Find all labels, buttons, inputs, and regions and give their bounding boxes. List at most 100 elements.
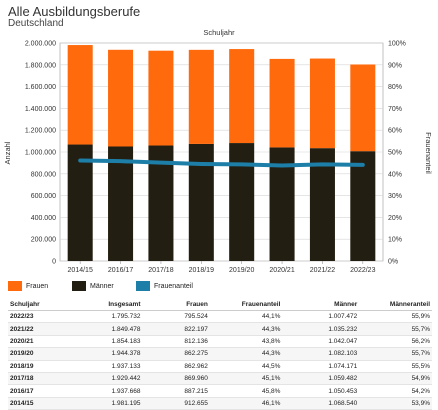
table-cell: 44,5% (209, 360, 283, 373)
y2-tick-label: 50% (388, 150, 402, 157)
table-cell: 887.215 (142, 384, 210, 398)
y2-tick-label: 100% (388, 41, 406, 48)
table-cell: 1.929.442 (74, 372, 143, 386)
table-row: 2019/20 1.944.378 862.275 44,3% 1.082.10… (8, 347, 432, 361)
y2-axis-label: Frauenanteil (424, 132, 433, 174)
table-cell: 1.944.378 (74, 347, 143, 361)
bar-frauen (148, 50, 174, 146)
table-cell: 1.035.232 (282, 322, 360, 336)
y-tick-label: 0 (52, 259, 56, 266)
axes: 0 200.000 400.000 600.000 800.000 1.000.000 1.… (25, 41, 406, 275)
table-row: 2016/17 1.937.668 887.215 45,8% 1.050.45… (8, 384, 432, 398)
y-tick-label: 200.000 (31, 237, 56, 244)
table-row: 2020/21 1.854.183 812.136 43,8% 1.042.04… (8, 335, 432, 349)
table-cell: 862.962 (142, 360, 210, 373)
y-tick-label: 1.600.000 (25, 84, 56, 91)
y-tick-label: 400.000 (31, 215, 56, 222)
table-cell: 55,7% (359, 347, 432, 361)
bar-maenner (309, 148, 335, 261)
bar-maenner (108, 146, 134, 261)
bar-maenner (188, 143, 214, 261)
legend-swatch-frauen (8, 281, 22, 291)
legend-item-frauen: Frauen (8, 281, 48, 291)
table-cell: 1.981.195 (74, 397, 143, 410)
x-tick-label: 2014/15 (68, 267, 93, 274)
table-cell: 43,8% (209, 335, 283, 349)
table-cell: 55,7% (359, 322, 432, 336)
table-header-cell: Insgesamt (74, 299, 143, 311)
bar-frauen (67, 45, 93, 145)
table-cell: 795.524 (142, 310, 210, 324)
table-header-cell: Männeranteil (359, 299, 432, 311)
legend-swatch-frauenanteil (136, 281, 150, 291)
table-cell: 1.849.478 (74, 322, 143, 336)
table-cell: 1.074.171 (282, 360, 360, 373)
chart-legend: Frauen Männer Frauenanteil (8, 279, 433, 295)
y2-tick-label: 30% (388, 193, 402, 200)
legend-item-frauenanteil: Frauenanteil (136, 281, 193, 291)
table-cell: 1.042.047 (282, 335, 360, 349)
table-cell: 869.960 (142, 372, 210, 386)
x-tick-label: 2022/23 (350, 267, 375, 274)
x-tick-label: 2017/18 (148, 267, 173, 274)
legend-label-frauenanteil: Frauenanteil (154, 282, 193, 290)
bars (67, 45, 376, 261)
page-subtitle: Deutschland (8, 18, 64, 29)
table-cell: 1.937.133 (74, 360, 143, 373)
y2-tick-label: 10% (388, 237, 402, 244)
table-cell: 1.795.732 (74, 310, 143, 324)
table-cell: 45,1% (209, 372, 283, 386)
y2-tick-label: 60% (388, 128, 402, 135)
table-cell: 55,9% (359, 310, 432, 324)
table-cell: 2020/21 (8, 335, 75, 349)
table-cell: 862.275 (142, 347, 210, 361)
chart-area: Schuljahr Anzahl Frauenanteil 0 200.000 40… (0, 28, 438, 278)
x-tick-label: 2018/19 (189, 267, 214, 274)
bar-frauen (309, 58, 335, 149)
table-header-row: Schuljahr Insgesamt Frauen Frauenanteil … (8, 299, 432, 311)
bar-frauen (229, 49, 255, 144)
stacked-bar-chart: Schuljahr Anzahl Frauenanteil 0 200.000 40… (3, 28, 433, 275)
y-tick-label: 600.000 (31, 193, 56, 200)
table-cell: 1.068.540 (282, 397, 360, 410)
y-tick-label: 1.800.000 (25, 62, 56, 69)
y2-tick-label: 0% (388, 259, 398, 266)
bar-frauen (188, 49, 214, 144)
legend-item-maenner: Männer (72, 281, 114, 291)
bar-maenner (350, 151, 376, 261)
table-row: 2022/23 1.795.732 795.524 44,1% 1.007.47… (8, 310, 432, 324)
legend-swatch-maenner (72, 281, 86, 291)
y-tick-label: 1.200.000 (25, 128, 56, 135)
table-cell: 45,8% (209, 384, 283, 398)
table-cell: 44,1% (209, 310, 283, 324)
chart-title: Schuljahr (203, 28, 235, 37)
y-axis-label: Anzahl (3, 141, 12, 164)
table-cell: 1.050.453 (282, 384, 360, 398)
y-tick-label: 1.000.000 (25, 150, 56, 157)
table-cell: 44,3% (209, 322, 283, 336)
frauenanteil-line-group (78, 158, 365, 168)
table-cell: 2018/19 (8, 360, 75, 373)
x-tick-label: 2019/20 (229, 267, 254, 274)
y2-tick-label: 20% (388, 215, 402, 222)
table-header-cell: Männer (282, 299, 360, 311)
table-cell: 2017/18 (8, 372, 75, 386)
x-tick-label: 2021/22 (310, 267, 335, 274)
table-cell: 1.082.103 (282, 347, 360, 361)
bar-frauen (350, 64, 376, 152)
table-cell: 44,3% (209, 347, 283, 361)
table-cell: 1.937.668 (74, 384, 143, 398)
legend-label-frauen: Frauen (26, 282, 49, 290)
table-cell: 2021/22 (8, 322, 75, 336)
table-cell: 2022/23 (8, 310, 75, 324)
legend-label-maenner: Männer (90, 282, 114, 290)
table-cell: 2014/15 (8, 397, 75, 410)
bar-frauen (269, 58, 295, 148)
y2-tick-label: 70% (388, 106, 402, 113)
table-header-cell: Schuljahr (8, 299, 75, 311)
table-row: 2018/19 1.937.133 862.962 44,5% 1.074.17… (8, 360, 432, 373)
x-tick-label: 2020/21 (269, 267, 294, 274)
y2-tick-label: 90% (388, 62, 402, 69)
table-cell: 912.655 (142, 397, 210, 410)
table-cell: 2019/20 (8, 347, 75, 361)
